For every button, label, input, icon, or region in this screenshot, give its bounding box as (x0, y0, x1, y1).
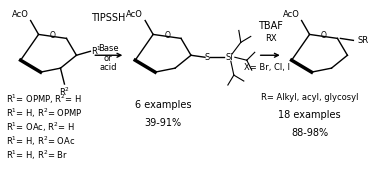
Text: AcO: AcO (283, 10, 300, 18)
Text: RX: RX (265, 34, 276, 43)
Text: TBAF: TBAF (258, 21, 283, 31)
Text: Si: Si (225, 53, 233, 62)
Text: 18 examples: 18 examples (278, 110, 341, 120)
Text: O: O (164, 31, 170, 40)
Text: 39-91%: 39-91% (144, 118, 182, 128)
Text: AcO: AcO (126, 10, 143, 18)
Text: R$^1$= H, R$^2$= OAc: R$^1$= H, R$^2$= OAc (6, 135, 75, 148)
Text: 6 examples: 6 examples (135, 100, 192, 110)
Text: R$^1$: R$^1$ (91, 45, 103, 58)
Text: R$^1$= OAc, R$^2$= H: R$^1$= OAc, R$^2$= H (6, 121, 75, 134)
Text: X= Br, Cl, I: X= Br, Cl, I (244, 63, 290, 72)
Text: R= Alkyl, acyl, glycosyl: R= Alkyl, acyl, glycosyl (261, 93, 358, 102)
Text: AcO: AcO (12, 10, 29, 18)
Text: 88-98%: 88-98% (291, 128, 328, 138)
Text: R$^1$= H, R$^2$= Br: R$^1$= H, R$^2$= Br (6, 149, 67, 162)
Text: R$^1$= H, R$^2$= OPMP: R$^1$= H, R$^2$= OPMP (6, 107, 82, 120)
Text: TIPSSH: TIPSSH (91, 13, 126, 23)
Text: Base: Base (98, 44, 119, 53)
Text: R$^2$: R$^2$ (59, 86, 70, 98)
Text: acid: acid (100, 63, 117, 72)
Text: or: or (104, 54, 113, 63)
Text: O: O (49, 31, 55, 40)
Text: R$^1$= OPMP, R$^2$= H: R$^1$= OPMP, R$^2$= H (6, 93, 81, 106)
Text: SR: SR (357, 36, 368, 45)
Text: S: S (204, 53, 210, 62)
Text: O: O (320, 31, 326, 40)
